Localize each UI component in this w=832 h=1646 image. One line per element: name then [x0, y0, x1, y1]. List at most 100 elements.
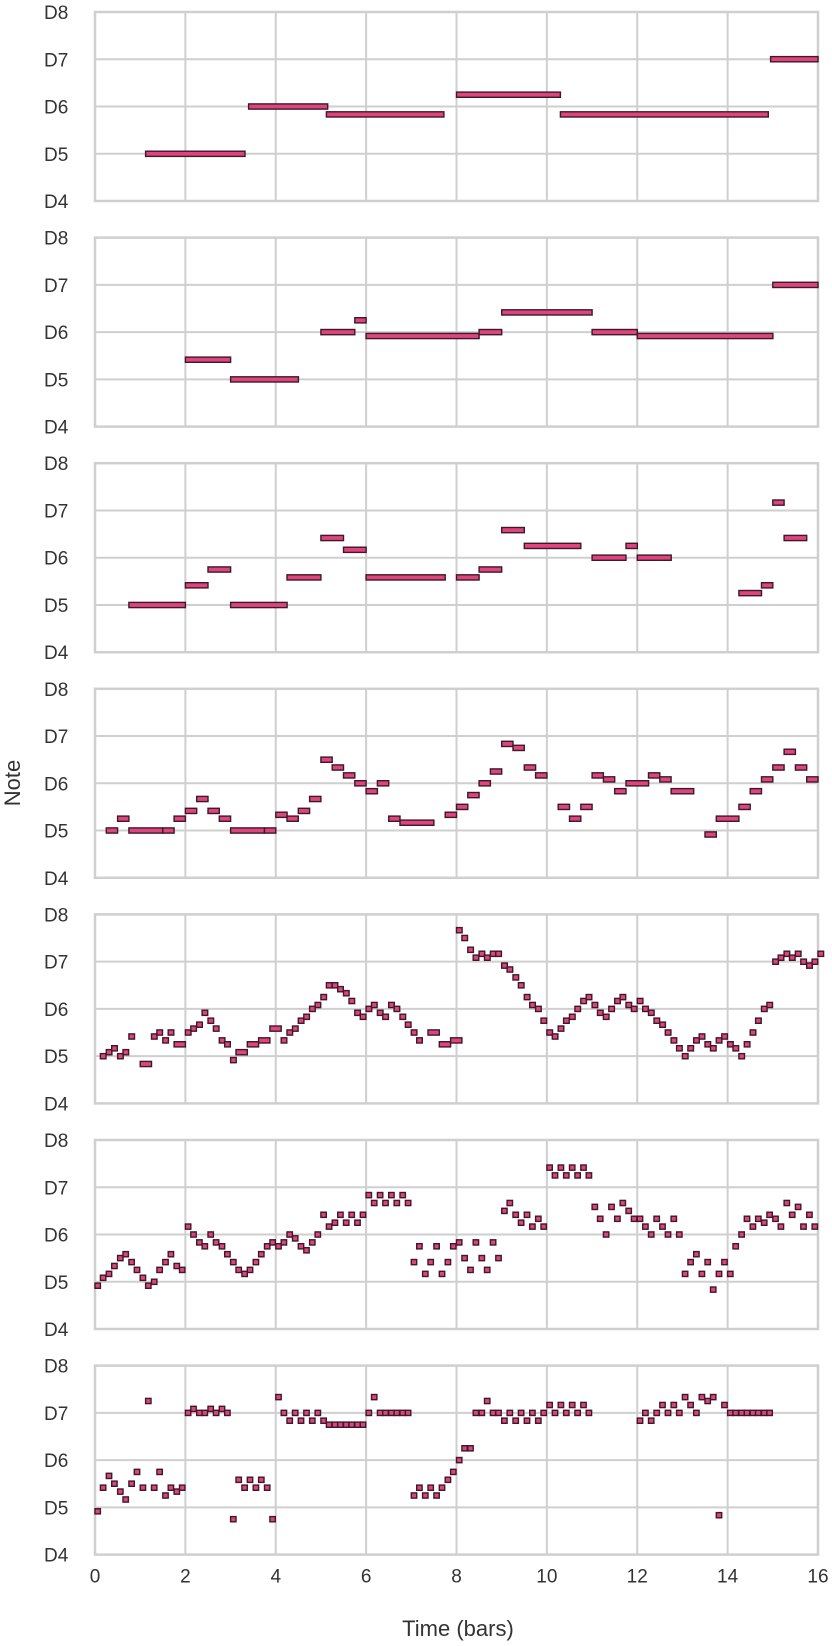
note	[455, 91, 562, 98]
note	[461, 1254, 468, 1262]
note	[167, 1484, 175, 1491]
note	[517, 1409, 525, 1417]
y-tick-label: D5	[44, 370, 68, 391]
note	[410, 1492, 418, 1499]
note	[619, 1199, 627, 1207]
note	[139, 1484, 147, 1491]
note	[201, 1409, 209, 1417]
note	[523, 542, 582, 550]
note	[800, 958, 808, 965]
note	[478, 780, 492, 787]
note	[207, 1017, 215, 1024]
note	[455, 926, 463, 934]
note	[642, 1223, 649, 1230]
note	[709, 1286, 717, 1293]
note	[608, 1005, 616, 1013]
note	[229, 376, 300, 383]
note	[399, 1013, 407, 1021]
note	[568, 1164, 576, 1171]
note	[693, 1250, 700, 1258]
note	[455, 574, 480, 581]
note	[99, 1484, 107, 1491]
panel-3: D4 D5 D6 D7 D8	[44, 454, 820, 664]
note	[167, 1029, 175, 1036]
note	[664, 1409, 672, 1417]
note	[614, 1215, 621, 1223]
note	[551, 1409, 559, 1417]
note	[162, 1492, 169, 1499]
note	[128, 1480, 135, 1487]
note	[308, 1417, 316, 1424]
note	[342, 989, 350, 997]
note	[263, 827, 277, 834]
note	[546, 1164, 554, 1171]
note	[116, 1052, 124, 1060]
note	[286, 1029, 294, 1036]
note	[354, 1009, 362, 1017]
note	[574, 1172, 582, 1179]
x-tick-label: 4	[270, 1567, 281, 1588]
note	[416, 1037, 424, 1044]
note	[811, 1223, 819, 1230]
note	[144, 150, 246, 158]
note	[257, 1476, 265, 1484]
note	[190, 1231, 197, 1238]
note	[212, 1025, 220, 1032]
note	[636, 1417, 644, 1424]
note	[478, 1409, 486, 1417]
y-tick-label: D4	[44, 418, 69, 439]
note	[783, 534, 808, 542]
note	[523, 764, 537, 771]
note	[438, 1040, 452, 1048]
note	[162, 1258, 169, 1266]
note	[783, 1199, 791, 1207]
note	[122, 1048, 130, 1056]
note	[291, 1235, 299, 1242]
note	[653, 1215, 661, 1223]
panel-frame	[93, 1364, 820, 1556]
note	[546, 1401, 554, 1409]
panel-frame	[93, 236, 820, 428]
y-tick-label: D4	[44, 1546, 69, 1567]
note	[636, 1215, 644, 1223]
note	[642, 1005, 650, 1013]
note	[354, 1421, 361, 1428]
note	[207, 1405, 215, 1413]
note	[331, 1219, 339, 1226]
x-axis-title: Time (bars)	[402, 1616, 514, 1641]
note	[110, 1480, 118, 1487]
y-tick-label: D7	[44, 276, 68, 297]
x-tick-label: 8	[451, 1567, 462, 1588]
note	[337, 1211, 344, 1219]
y-tick-label: D6	[44, 1451, 68, 1472]
note	[201, 1242, 209, 1250]
note	[144, 1397, 152, 1405]
note	[178, 1484, 186, 1491]
note	[811, 958, 819, 965]
note	[354, 1219, 361, 1226]
note	[489, 1239, 497, 1246]
note	[303, 1013, 311, 1021]
note	[472, 1409, 480, 1417]
note	[275, 1242, 282, 1250]
note	[772, 958, 780, 965]
note	[337, 1421, 344, 1428]
note	[133, 1266, 141, 1274]
note	[630, 1005, 638, 1013]
note	[342, 1219, 350, 1226]
note	[207, 1231, 215, 1238]
note	[659, 1401, 666, 1409]
note	[659, 1223, 666, 1230]
note	[223, 1409, 231, 1417]
note	[495, 1409, 502, 1417]
note	[559, 111, 770, 118]
note	[783, 748, 797, 756]
note	[320, 1417, 327, 1424]
note	[591, 1203, 599, 1211]
note	[472, 1239, 480, 1246]
note	[461, 1444, 468, 1452]
note	[743, 1040, 751, 1048]
note	[501, 1417, 508, 1424]
note	[365, 574, 446, 581]
